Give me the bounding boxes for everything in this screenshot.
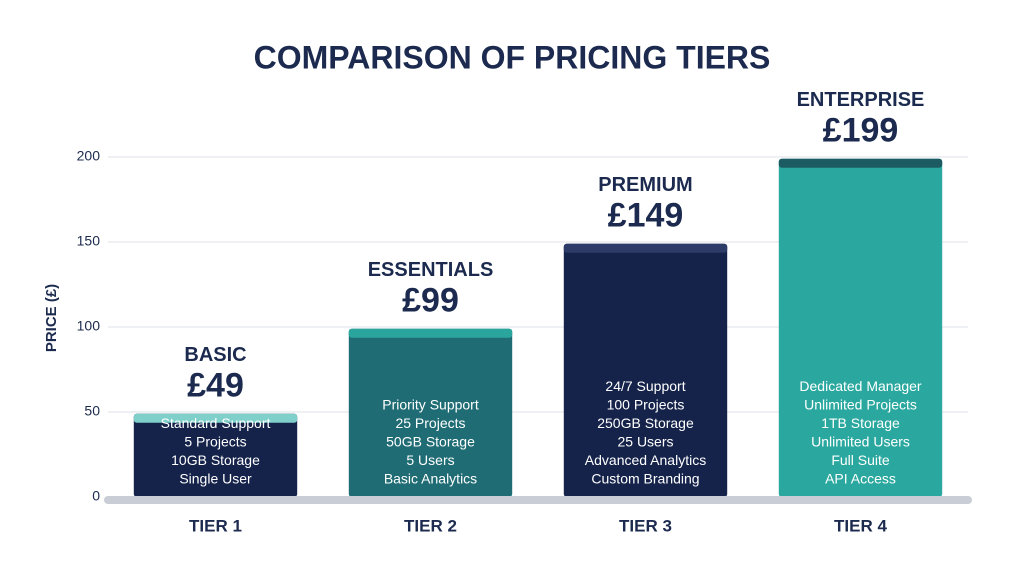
feature: 10GB Storage xyxy=(171,452,260,468)
feature: Advanced Analytics xyxy=(585,452,706,468)
feature: Unlimited Projects xyxy=(804,397,917,413)
y-tick-label: 200 xyxy=(77,148,101,164)
y-tick-label: 0 xyxy=(92,488,100,504)
feature: 5 Users xyxy=(406,452,454,468)
x-tick-label: TIER 2 xyxy=(404,516,457,535)
price-label: £199 xyxy=(823,112,899,150)
tier-name: BASIC xyxy=(184,344,246,366)
feature: 25 Users xyxy=(617,434,673,450)
feature: 250GB Storage xyxy=(597,415,694,431)
feature: Basic Analytics xyxy=(384,471,477,487)
feature: Priority Support xyxy=(382,397,479,413)
y-tick-label: 50 xyxy=(84,403,100,419)
bar-cap xyxy=(348,328,513,338)
feature: 100 Projects xyxy=(607,397,685,413)
y-tick-label: 100 xyxy=(77,318,101,334)
feature: 50GB Storage xyxy=(386,434,475,450)
bar xyxy=(563,243,728,497)
feature: 24/7 Support xyxy=(605,378,685,394)
feature: 5 Projects xyxy=(184,434,246,450)
bar xyxy=(778,158,943,497)
feature: 25 Projects xyxy=(395,415,465,431)
price-label: £99 xyxy=(402,282,459,320)
bar-cap xyxy=(133,413,298,423)
feature: API Access xyxy=(825,471,896,487)
x-tick-label: TIER 4 xyxy=(834,516,887,535)
tier-name: PREMIUM xyxy=(598,174,692,196)
feature: Unlimited Users xyxy=(811,434,910,450)
bar xyxy=(348,328,513,497)
feature: Dedicated Manager xyxy=(799,378,922,394)
bar-cap xyxy=(563,243,728,253)
bar xyxy=(133,413,298,497)
feature: Full Suite xyxy=(831,452,890,468)
feature: Single User xyxy=(179,471,252,487)
y-tick-label: 150 xyxy=(77,233,101,249)
feature: Custom Branding xyxy=(591,471,699,487)
x-tick-label: TIER 1 xyxy=(189,516,242,535)
bar-cap xyxy=(778,158,943,168)
price-label: £149 xyxy=(608,197,684,235)
price-label: £49 xyxy=(187,367,244,405)
feature: 1TB Storage xyxy=(821,415,900,431)
x-tick-label: TIER 3 xyxy=(619,516,672,535)
chart-title: COMPARISON OF PRICING TIERS xyxy=(254,39,771,75)
y-axis-label: PRICE (£) xyxy=(43,284,60,352)
feature: Standard Support xyxy=(161,415,271,431)
tier-name: ENTERPRISE xyxy=(797,89,925,111)
tier-name: ESSENTIALS xyxy=(368,259,494,281)
